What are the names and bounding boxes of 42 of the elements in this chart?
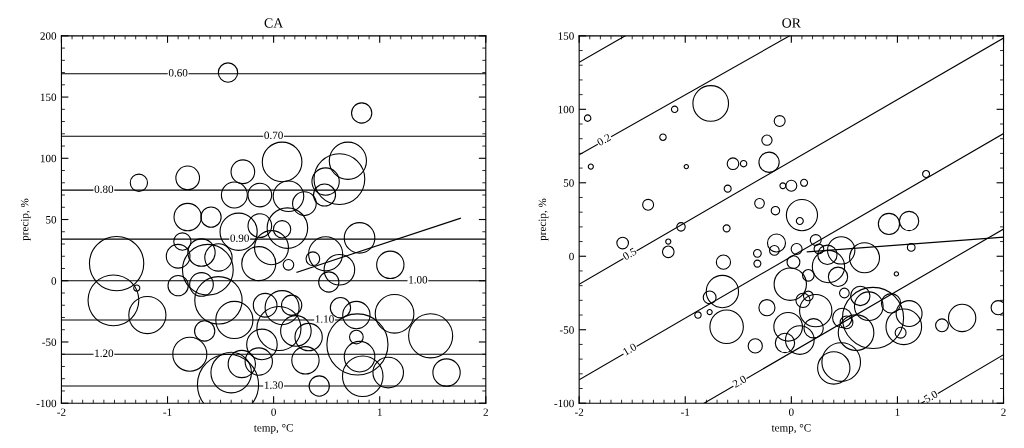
y-tick-label: -50: [42, 338, 57, 346]
y-axis-title: precip, %: [20, 198, 31, 241]
y-tick-label: 50: [563, 179, 574, 187]
x-tick-label: 1: [377, 408, 382, 416]
x-tick-label: -2: [574, 408, 584, 416]
series-label: 1.00: [409, 276, 428, 284]
x-axis-title: temp, °C: [253, 424, 293, 434]
series-label: 0.80: [94, 185, 114, 193]
x-tick-label: -2: [57, 408, 66, 416]
x-tick-label: -1: [163, 408, 172, 416]
series-label: 1.10: [315, 315, 334, 323]
x-tick-label: 0: [271, 408, 276, 416]
y-tick-label: 150: [558, 32, 574, 40]
x-tick-label: 2: [1001, 408, 1006, 416]
y-tick-label: 150: [40, 93, 57, 102]
y-tick-label: 200: [40, 32, 57, 40]
x-tick-label: -1: [681, 408, 690, 416]
x-tick-label: 0: [788, 408, 794, 416]
y-tick-label: 100: [40, 154, 57, 163]
y-tick-label: 0: [51, 277, 57, 285]
chart-title: OR: [782, 18, 801, 28]
y-axis-title: precip, %: [538, 198, 549, 241]
y-tick-label: 0: [569, 252, 574, 261]
series-label: 0.60: [168, 69, 188, 77]
text: 2.0: [732, 374, 748, 388]
series-label: 0.90: [230, 234, 249, 242]
x-tick-label: 2: [483, 408, 488, 416]
series-label: 1.30: [264, 381, 283, 389]
text: 0.5: [622, 247, 638, 261]
text: 1.0: [622, 342, 638, 356]
y-tick-label: -100: [554, 399, 574, 408]
y-tick-label: -100: [36, 399, 57, 408]
y-tick-label: 100: [558, 105, 574, 114]
series-label: 1.20: [95, 349, 114, 358]
series-label: 0.70: [264, 131, 283, 140]
y-tick-label: -50: [559, 326, 574, 334]
y-tick-label: 50: [46, 215, 57, 224]
x-axis-title: temp, °C: [771, 424, 811, 434]
text: 0.2: [596, 133, 612, 147]
x-tick-label: 1: [895, 408, 900, 416]
text: 5.0: [923, 390, 939, 404]
chart-title: CA: [264, 18, 284, 28]
